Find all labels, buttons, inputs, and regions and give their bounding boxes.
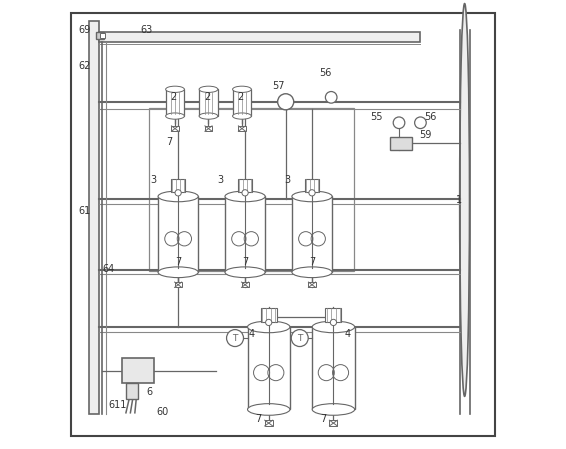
- Bar: [199, 89, 218, 116]
- Text: 2: 2: [170, 92, 177, 102]
- Bar: [101, 33, 105, 38]
- Text: 3: 3: [284, 175, 290, 185]
- Bar: [261, 308, 277, 321]
- Bar: [149, 109, 354, 271]
- Text: 4: 4: [345, 329, 351, 339]
- Text: 61: 61: [78, 206, 91, 216]
- Circle shape: [175, 189, 181, 196]
- Ellipse shape: [166, 113, 185, 119]
- Bar: [166, 89, 185, 116]
- Ellipse shape: [158, 191, 198, 202]
- Ellipse shape: [199, 86, 218, 92]
- Text: 62: 62: [78, 61, 91, 71]
- Text: 3: 3: [217, 175, 224, 185]
- Circle shape: [415, 117, 426, 128]
- Text: 7: 7: [175, 257, 181, 268]
- Text: T: T: [233, 334, 238, 343]
- Text: 2: 2: [204, 92, 210, 102]
- Ellipse shape: [166, 86, 185, 92]
- Bar: [174, 282, 182, 287]
- Bar: [89, 22, 98, 414]
- Text: 57: 57: [272, 81, 285, 91]
- Ellipse shape: [225, 267, 265, 277]
- Text: 63: 63: [141, 26, 153, 35]
- Circle shape: [291, 330, 308, 347]
- Bar: [205, 126, 212, 131]
- Bar: [98, 32, 420, 42]
- Bar: [171, 126, 179, 131]
- Text: T: T: [297, 334, 302, 343]
- Text: 7: 7: [309, 257, 315, 268]
- Bar: [312, 327, 355, 409]
- Bar: [238, 126, 246, 131]
- Text: 7: 7: [166, 137, 172, 147]
- Ellipse shape: [460, 4, 470, 396]
- Text: 7: 7: [255, 414, 261, 423]
- Ellipse shape: [225, 191, 265, 202]
- Bar: [308, 282, 316, 287]
- Ellipse shape: [199, 113, 218, 119]
- Ellipse shape: [247, 321, 290, 333]
- Text: 7: 7: [320, 414, 326, 423]
- Ellipse shape: [233, 113, 251, 119]
- Circle shape: [331, 319, 337, 326]
- Bar: [247, 327, 290, 409]
- Bar: [325, 308, 341, 321]
- Bar: [122, 358, 153, 383]
- Ellipse shape: [247, 404, 290, 415]
- Bar: [390, 137, 413, 150]
- Circle shape: [309, 189, 315, 196]
- Bar: [96, 32, 104, 39]
- Circle shape: [265, 319, 272, 326]
- Ellipse shape: [312, 404, 355, 415]
- Bar: [305, 180, 319, 192]
- Text: 69: 69: [78, 26, 91, 35]
- Bar: [292, 196, 332, 272]
- Text: 56: 56: [424, 112, 436, 123]
- Text: 1: 1: [456, 195, 462, 205]
- Circle shape: [242, 189, 248, 196]
- Bar: [329, 420, 337, 426]
- Text: 7: 7: [242, 257, 248, 268]
- Bar: [238, 180, 252, 192]
- Text: 3: 3: [151, 175, 157, 185]
- Ellipse shape: [292, 267, 332, 277]
- Ellipse shape: [158, 267, 198, 277]
- Bar: [233, 89, 251, 116]
- Bar: [225, 196, 265, 272]
- Circle shape: [325, 92, 337, 103]
- Bar: [265, 420, 273, 426]
- Bar: [158, 196, 198, 272]
- Text: 55: 55: [371, 112, 383, 123]
- Text: 56: 56: [319, 68, 332, 78]
- Text: 4: 4: [248, 329, 255, 339]
- Ellipse shape: [312, 321, 355, 333]
- Text: 59: 59: [419, 130, 432, 140]
- Text: 2: 2: [238, 92, 244, 102]
- Text: 6: 6: [146, 387, 152, 397]
- Text: 60: 60: [156, 407, 169, 417]
- Circle shape: [393, 117, 405, 128]
- Ellipse shape: [292, 191, 332, 202]
- Bar: [126, 383, 139, 400]
- Text: 611: 611: [109, 400, 127, 410]
- Ellipse shape: [233, 86, 251, 92]
- Bar: [171, 180, 185, 192]
- Circle shape: [226, 330, 243, 347]
- Bar: [242, 282, 248, 287]
- Text: 64: 64: [103, 264, 115, 274]
- Circle shape: [278, 94, 294, 110]
